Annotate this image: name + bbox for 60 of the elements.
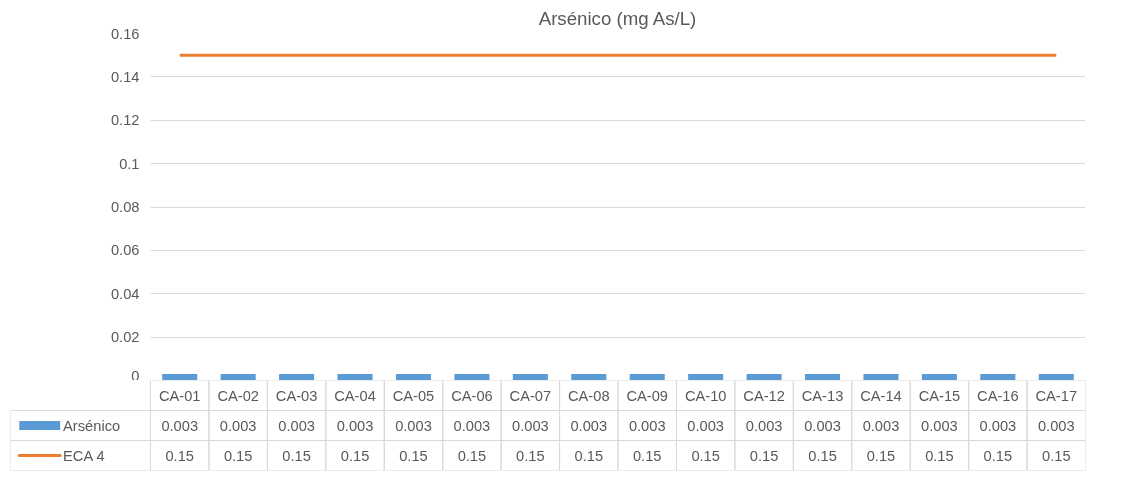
- data-label: 0.003: [862, 417, 900, 434]
- data-label: 0.15: [340, 447, 370, 464]
- y-tick-label: 0.14: [110, 68, 140, 85]
- data-label: 0.003: [628, 417, 666, 434]
- x-tick-label: CA-04: [334, 387, 376, 404]
- data-label: 0.003: [278, 417, 315, 434]
- y-tick-label: 0.1: [119, 155, 140, 172]
- data-label: 0.15: [925, 447, 954, 464]
- data-label: 0.15: [983, 447, 1013, 464]
- data-label: 0.15: [691, 447, 720, 464]
- x-tick-label: CA-10: [684, 387, 727, 404]
- x-tick-label: CA-12: [743, 387, 785, 404]
- data-label: 0.003: [570, 417, 608, 434]
- x-tick-label: CA-05: [392, 387, 435, 404]
- data-label: 0.15: [632, 447, 662, 464]
- x-tick-label: CA-07: [509, 387, 552, 404]
- x-tick-label: CA-06: [451, 387, 493, 404]
- data-label: 0.15: [866, 447, 896, 464]
- chart-title: Arsénico (mg As/L): [538, 7, 697, 29]
- data-label: 0.15: [165, 447, 194, 464]
- data-label: 0.003: [219, 417, 257, 434]
- data-label: 0.15: [223, 447, 253, 464]
- data-label: 0.15: [749, 447, 779, 464]
- data-label: 0.003: [395, 417, 432, 434]
- legend-label: ECA 4: [63, 447, 105, 464]
- x-tick-label: CA-15: [918, 387, 961, 404]
- data-label: 0.15: [574, 447, 604, 464]
- y-tick-label: 0.08: [110, 199, 140, 215]
- data-label: 0.003: [979, 417, 1017, 434]
- data-label: 0.15: [516, 447, 545, 464]
- legend-label: Arsénico: [63, 417, 121, 434]
- data-label: 0.003: [1037, 417, 1075, 434]
- data-label: 0.15: [399, 447, 428, 464]
- data-label: 0.15: [457, 447, 487, 464]
- x-tick-label: CA-08: [568, 387, 610, 404]
- y-tick-label: 0.04: [110, 285, 140, 302]
- data-label: 0.003: [161, 417, 199, 434]
- data-label: 0.003: [745, 417, 783, 434]
- x-tick-label: CA-13: [801, 387, 844, 404]
- x-tick-label: CA-14: [860, 387, 902, 404]
- y-tick-label: 0.02: [110, 329, 140, 346]
- x-tick-label: CA-09: [626, 387, 668, 404]
- data-label: 0.003: [921, 417, 958, 434]
- x-tick-label: CA-02: [217, 387, 259, 404]
- data-label: 0.003: [804, 417, 841, 434]
- y-tick-label: 0.06: [110, 242, 140, 259]
- data-label: 0.003: [453, 417, 491, 434]
- x-tick-label: CA-16: [977, 387, 1019, 404]
- data-label: 0.15: [1042, 447, 1071, 464]
- data-label: 0.003: [336, 417, 374, 434]
- data-label: 0.003: [512, 417, 549, 434]
- x-tick-label: CA-17: [1035, 387, 1078, 404]
- y-tick-label: 0: [131, 367, 140, 384]
- x-tick-label: CA-01: [158, 387, 201, 404]
- data-label: 0.003: [687, 417, 725, 434]
- y-tick-label: 0.12: [110, 112, 140, 129]
- data-label: 0.15: [282, 447, 311, 464]
- y-tick-label: 0.16: [110, 25, 140, 42]
- x-tick-label: CA-03: [275, 387, 318, 404]
- data-label: 0.15: [808, 447, 837, 464]
